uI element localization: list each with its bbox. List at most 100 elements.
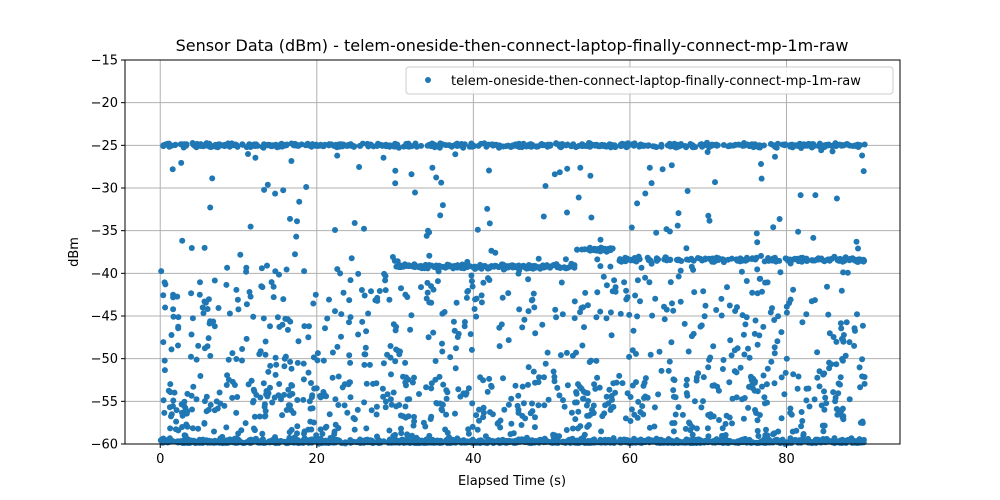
data-point [426, 252, 433, 259]
data-point [752, 407, 758, 413]
data-point [705, 212, 712, 219]
x-tick-label: 80 [778, 452, 795, 467]
data-point [233, 356, 240, 362]
data-point [661, 316, 668, 323]
data-point [299, 437, 306, 444]
data-point [312, 291, 319, 298]
data-point [450, 318, 457, 325]
data-point [814, 374, 821, 381]
data-point [468, 278, 475, 285]
data-point [705, 438, 712, 445]
data-point [433, 174, 440, 181]
data-point [857, 419, 864, 426]
data-point [670, 387, 677, 394]
data-point [338, 333, 344, 340]
data-point [797, 192, 804, 199]
data-point [581, 324, 587, 331]
data-point [354, 406, 361, 413]
data-point [580, 395, 587, 402]
data-point [332, 308, 338, 315]
data-point [182, 141, 188, 148]
data-point [426, 432, 433, 439]
data-point [239, 141, 246, 148]
data-point [556, 169, 563, 176]
data-point [272, 434, 278, 441]
data-point [726, 142, 733, 149]
data-point [226, 143, 233, 150]
data-point [632, 292, 639, 299]
data-point [539, 321, 546, 328]
data-point [851, 342, 858, 349]
data-point [246, 289, 253, 295]
data-point [368, 407, 375, 414]
data-point [306, 398, 313, 405]
data-point [256, 413, 263, 420]
data-point [625, 256, 632, 263]
data-point [824, 283, 830, 290]
data-point [553, 314, 560, 321]
data-point [619, 380, 626, 387]
data-point [443, 411, 450, 418]
data-point [707, 354, 714, 361]
data-point [542, 360, 549, 367]
data-point [637, 409, 644, 415]
data-point [764, 365, 771, 372]
data-point [530, 368, 537, 375]
data-point [439, 340, 445, 347]
data-point [310, 300, 317, 307]
data-point [561, 403, 568, 410]
data-point [380, 393, 387, 400]
data-point [772, 153, 778, 160]
data-point [272, 354, 279, 361]
data-point [631, 411, 638, 418]
data-point [252, 154, 259, 161]
data-point [770, 255, 777, 262]
data-point [411, 264, 418, 271]
data-point [846, 437, 853, 444]
data-point [740, 415, 747, 422]
data-point [803, 311, 810, 318]
data-point [351, 426, 358, 433]
data-point [388, 401, 395, 408]
data-point [573, 390, 580, 397]
data-point [545, 396, 552, 403]
data-point [189, 425, 196, 432]
data-point [246, 141, 253, 148]
data-point [675, 210, 682, 217]
data-point [515, 406, 522, 413]
y-axis-label: dBm [67, 237, 82, 267]
data-point [644, 254, 651, 261]
data-point [169, 166, 176, 173]
data-point [381, 270, 388, 277]
data-point [749, 382, 756, 388]
data-point [658, 141, 665, 148]
data-point [248, 436, 254, 443]
data-point [556, 392, 563, 399]
data-point [309, 392, 316, 399]
data-point [332, 227, 338, 233]
data-point [648, 437, 654, 444]
data-point [284, 326, 291, 333]
data-point [407, 326, 414, 333]
data-point [756, 144, 763, 150]
data-point [705, 412, 712, 418]
data-point [438, 406, 445, 413]
data-point [463, 294, 470, 301]
data-point [239, 357, 245, 364]
data-point [410, 422, 417, 429]
data-point [725, 256, 732, 263]
data-point [260, 144, 267, 151]
data-point [682, 437, 689, 444]
data-point [617, 142, 624, 149]
data-point [670, 428, 677, 435]
data-point [609, 396, 615, 403]
data-point [519, 383, 526, 390]
data-point [250, 313, 257, 320]
y-tick-label: −35 [91, 224, 118, 239]
data-point [496, 144, 502, 151]
data-point [689, 142, 695, 149]
data-point [362, 351, 369, 358]
data-point [532, 330, 539, 337]
data-point [469, 423, 476, 430]
data-point [313, 432, 320, 439]
